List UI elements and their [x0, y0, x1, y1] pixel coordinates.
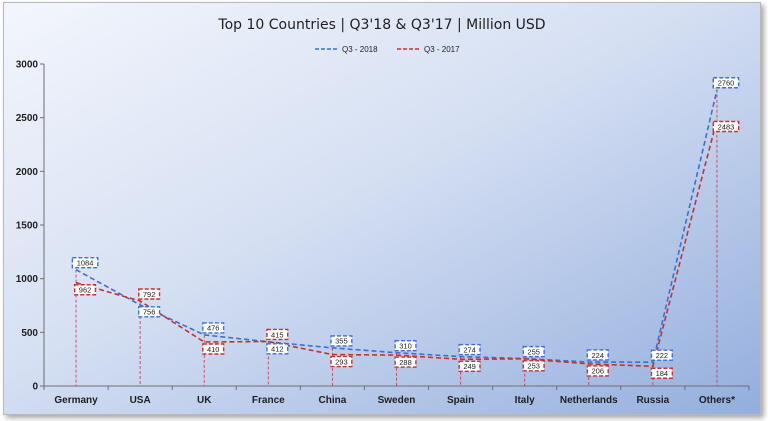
data-label-q3-2017-china: 293 [330, 355, 353, 368]
y-tick-label: 0 [32, 382, 38, 393]
data-label-text: 224 [592, 351, 605, 360]
data-label-text: 410 [207, 345, 220, 354]
data-label-box [650, 349, 673, 361]
data-label-q3-2017-others: 2483 [712, 120, 740, 133]
data-label-box [330, 335, 353, 347]
data-label-box [202, 343, 225, 355]
legend-label: Q3 - 2017 [424, 45, 460, 54]
data-label-box [712, 77, 740, 89]
data-label-box [458, 343, 481, 356]
data-label-box [330, 355, 353, 368]
chart-background [4, 3, 760, 414]
data-label-q3-2018-france: 412 [266, 343, 289, 355]
x-tick-label-germany: Germany [54, 395, 98, 406]
data-label-q3-2018-spain: 274 [458, 343, 481, 356]
data-label-box [138, 306, 161, 318]
data-label-text: 2760 [718, 79, 735, 88]
data-label-text: 756 [143, 308, 156, 317]
x-tick-label-russia: Russia [636, 395, 669, 406]
y-tick-label: 2500 [16, 113, 39, 124]
data-label-text: 476 [207, 324, 220, 333]
data-label-text: 288 [399, 358, 412, 367]
data-label-text: 255 [527, 347, 540, 356]
data-label-box [522, 345, 545, 358]
y-tick-label: 1500 [16, 221, 39, 232]
x-tick-label-spain: Spain [447, 395, 474, 406]
data-label-text: 792 [143, 290, 156, 299]
data-label-box [586, 349, 609, 361]
data-label-box [394, 356, 417, 368]
data-label-box [522, 360, 545, 372]
data-labels: 1084 962 756 792 476 410 412 415 355 293 310 288 274… [71, 77, 740, 379]
data-label-box [202, 322, 225, 334]
legend: Q3 - 2018 Q3 - 2017 [315, 45, 460, 54]
y-tick-label: 3000 [16, 60, 39, 71]
data-label-q3-2018-uk: 476 [202, 322, 225, 334]
data-label-text: 253 [527, 362, 540, 371]
y-tick-label: 500 [21, 328, 38, 339]
data-label-q3-2018-china: 355 [330, 335, 353, 347]
data-label-text: 184 [656, 369, 669, 378]
data-label-box [138, 288, 161, 300]
data-label-box [266, 328, 289, 341]
series-line-q3-2017 [75, 119, 718, 368]
data-label-q3-2018-italy: 255 [522, 345, 545, 358]
data-label-box [71, 256, 99, 269]
x-tick-label-sweden: Sweden [378, 395, 416, 406]
data-label-q3-2017-netherlands: 206 [586, 365, 609, 377]
data-label-box [73, 284, 97, 296]
x-tick-label-netherlands: Netherlands [560, 395, 618, 406]
data-label-text: 274 [463, 345, 476, 354]
data-label-q3-2017-sweden: 288 [394, 356, 417, 368]
data-label-q3-2018-germany: 1084 [71, 256, 99, 269]
data-label-q3-2017-italy: 253 [522, 360, 545, 372]
data-label-box [650, 367, 673, 379]
data-label-text: 962 [79, 286, 92, 295]
x-tick-label-usa: USA [130, 395, 151, 406]
x-tick-label-france: France [252, 395, 285, 406]
data-label-q3-2017-germany: 962 [73, 284, 97, 296]
chart-title: Top 10 Countries | Q3'18 & Q3'17 | Milli… [217, 17, 545, 33]
data-label-text: 310 [399, 342, 412, 351]
data-label-q3-2018-netherlands: 224 [586, 349, 609, 361]
data-label-box [394, 340, 417, 352]
line-chart: Top 10 Countries | Q3'18 & Q3'17 | Milli… [4, 3, 760, 414]
x-tick-label-china: China [319, 395, 347, 406]
data-label-box [266, 343, 289, 355]
data-label-box [712, 120, 740, 133]
legend-item-q3-2017: Q3 - 2017 [397, 45, 460, 54]
chart-frame: Top 10 Countries | Q3'18 & Q3'17 | Milli… [3, 2, 761, 415]
data-label-text: 415 [271, 330, 284, 339]
x-tick-label-italy: Italy [515, 395, 535, 406]
data-label-q3-2018-usa: 756 [138, 306, 161, 318]
series-group [75, 89, 718, 368]
data-label-q3-2017-uk: 410 [202, 343, 225, 355]
data-label-q3-2018-russia: 222 [650, 349, 673, 361]
data-label-box [458, 360, 481, 372]
axes: 0 500 1000 1500 2000 2500 3000 Germany USA UK Fran… [16, 60, 750, 406]
data-label-text: 206 [592, 367, 605, 376]
data-label-text: 1084 [77, 258, 94, 267]
data-label-q3-2017-russia: 184 [650, 367, 673, 379]
x-tick-label-others: Others* [699, 395, 735, 406]
data-label-text: 222 [656, 351, 669, 360]
data-label-q3-2018-sweden: 310 [394, 340, 417, 352]
data-label-text: 355 [335, 337, 348, 346]
legend-label: Q3 - 2018 [342, 45, 378, 54]
data-label-q3-2017-france: 415 [266, 328, 289, 341]
y-tick-label: 1000 [16, 274, 39, 285]
data-label-q3-2017-spain: 249 [458, 360, 481, 372]
series-line-q3-2018 [75, 89, 718, 364]
data-label-text: 293 [335, 357, 348, 366]
data-label-q3-2018-others: 2760 [712, 77, 740, 89]
legend-item-q3-2018: Q3 - 2018 [315, 45, 378, 54]
data-label-text: 2483 [718, 122, 735, 131]
data-label-q3-2017-usa: 792 [138, 288, 161, 300]
data-label-box [586, 365, 609, 377]
y-tick-label: 2000 [16, 167, 39, 178]
data-label-text: 249 [463, 362, 476, 371]
x-tick-label-uk: UK [197, 395, 212, 406]
data-label-text: 412 [271, 345, 284, 354]
